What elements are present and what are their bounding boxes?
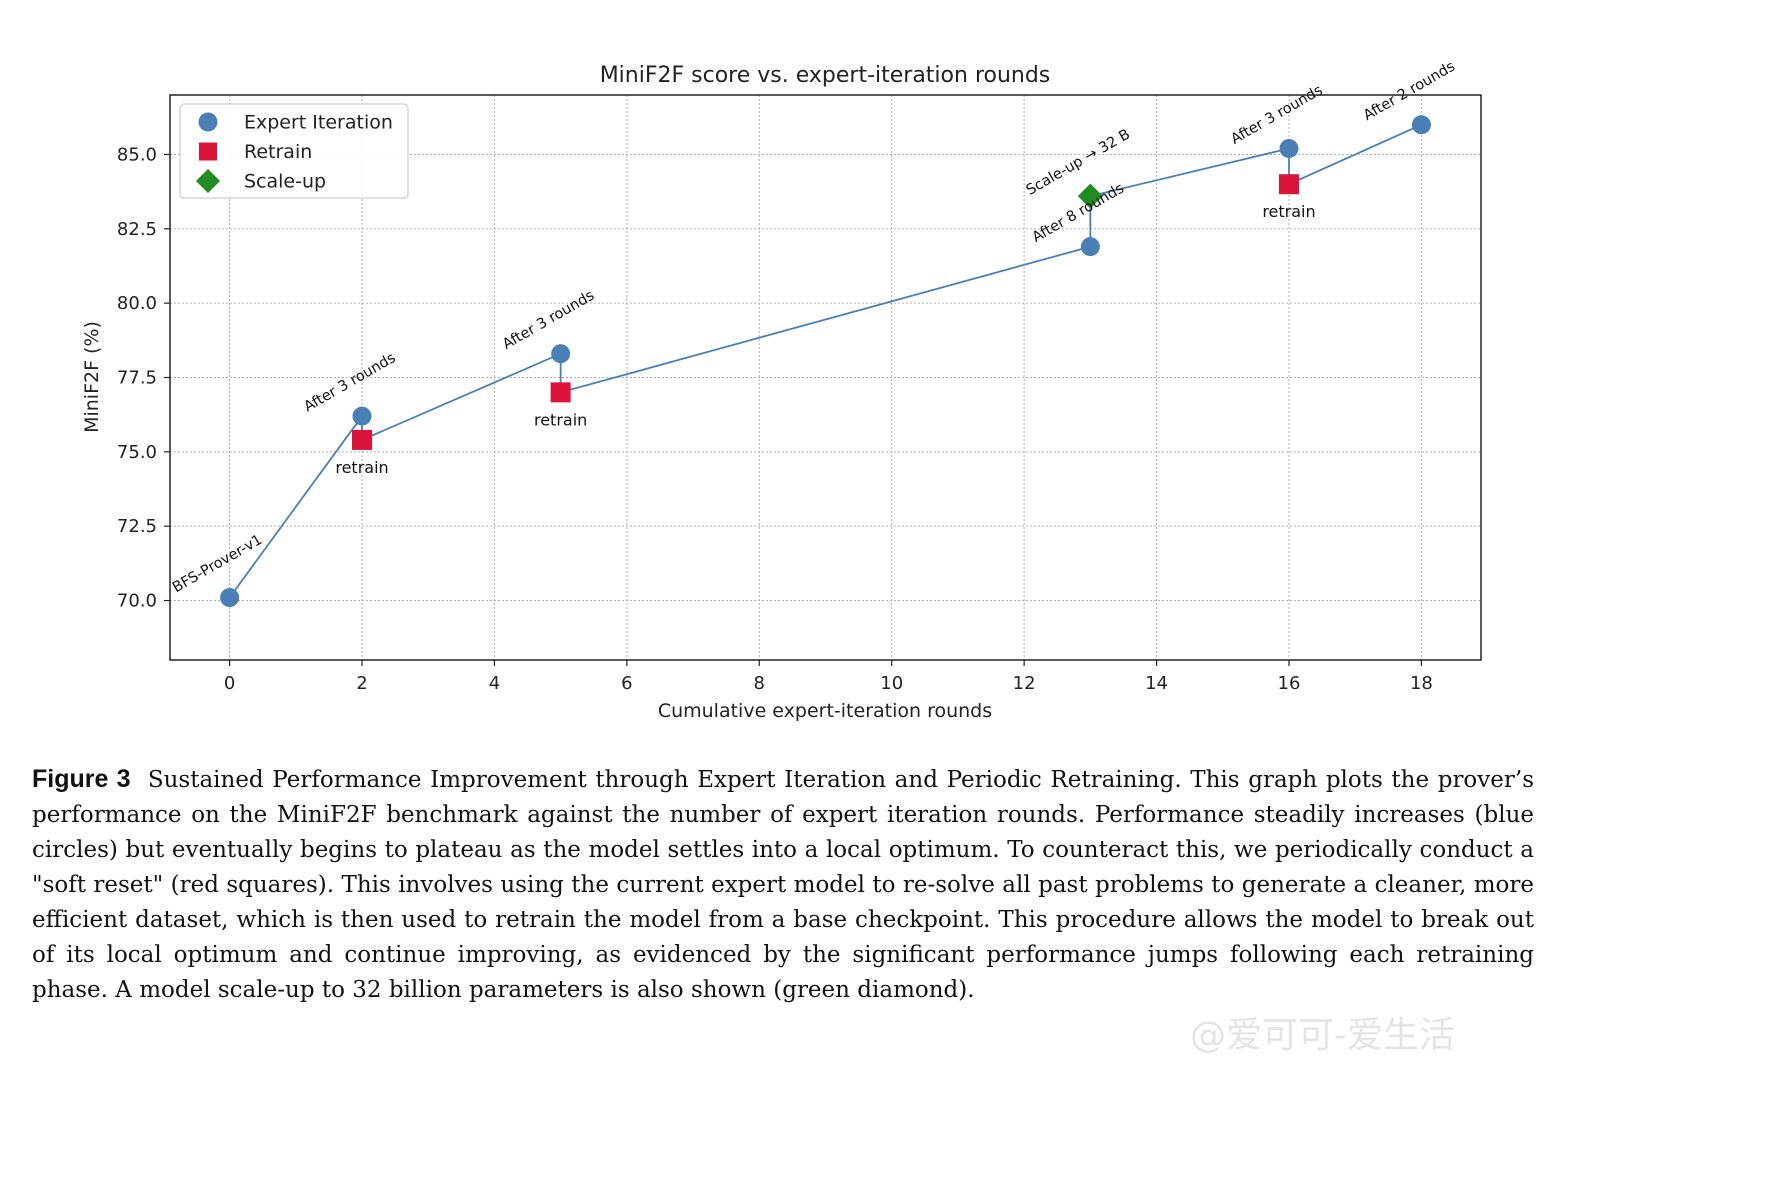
scale-up-point [196, 169, 220, 193]
chart-title: MiniF2F score vs. expert-iteration round… [600, 63, 1051, 88]
x-tick-label: 2 [356, 673, 367, 694]
x-tick-label: 8 [754, 673, 765, 694]
retrain-point [1278, 174, 1299, 195]
expert-iteration-point [220, 588, 240, 608]
y-tick-label: 77.5 [117, 368, 157, 389]
y-tick-label: 70.0 [117, 591, 157, 612]
y-ticks: 70.0 72.5 75.0 77.5 80.0 82.5 85.0 [117, 144, 170, 612]
x-tick-label: 18 [1410, 673, 1433, 694]
retrain-label: retrain [1262, 202, 1315, 221]
x-tick-label: 14 [1145, 673, 1168, 694]
legend-label: Scale-up [244, 171, 326, 193]
retrain-label: retrain [534, 410, 587, 429]
retrain-label: retrain [335, 458, 388, 477]
x-tick-label: 4 [489, 673, 500, 694]
y-tick-label: 75.0 [117, 442, 157, 463]
scale-up-point [1077, 183, 1103, 209]
annotation-label: After 3 rounds [1228, 82, 1325, 147]
expert-iteration-point [352, 406, 372, 426]
x-tick-label: 12 [1013, 673, 1036, 694]
legend-items: Expert Iteration Retrain Scale-up [196, 112, 393, 193]
legend-box [179, 103, 409, 199]
y-tick-label: 72.5 [117, 516, 157, 537]
x-tick-label: 0 [224, 673, 235, 694]
expert-iteration-point [551, 344, 571, 364]
expert-iteration-point [1411, 115, 1431, 135]
legend: Expert Iteration Retrain Scale-up [179, 103, 409, 199]
x-axis-label: Cumulative expert-iteration rounds [658, 700, 992, 722]
caption-label: Figure 3 [32, 765, 131, 793]
retrain-point [199, 142, 217, 161]
watermark: @爱可可-爱生活 [1190, 1015, 1455, 1056]
figure-caption: Figure 3 Sustained Performance Improveme… [32, 762, 1534, 1008]
x-tick-label: 6 [621, 673, 632, 694]
expert-iteration-point [1279, 139, 1299, 159]
legend-label: Expert Iteration [244, 112, 393, 134]
x-ticks: 0 2 4 6 8 10 12 14 16 18 [224, 660, 1433, 694]
y-axis-label: MiniF2F (%) [81, 321, 103, 433]
legend-label: Retrain [244, 141, 312, 163]
plot-frame [169, 94, 1482, 661]
x-tick-label: 16 [1278, 673, 1301, 694]
y-tick-label: 82.5 [117, 219, 157, 240]
annotation-label: BFS-Prover-v1 [170, 532, 265, 596]
annotation-label: After 3 rounds [301, 350, 398, 415]
chart: MiniF2F score vs. expert-iteration round… [81, 59, 1482, 722]
series-line [228, 123, 1422, 599]
annotation-label: After 3 rounds [500, 288, 597, 353]
annotation-label: After 2 rounds [1361, 59, 1458, 124]
expert-iteration-point [198, 112, 218, 132]
retrain-point [352, 429, 373, 450]
series: retrain retrain retrain [220, 115, 1431, 608]
retrain-point [550, 382, 571, 403]
y-tick-label: 85.0 [117, 144, 157, 165]
expert-iteration-point [1080, 237, 1100, 257]
y-tick-label: 80.0 [117, 293, 157, 314]
caption-text: Sustained Performance Improvement throug… [32, 767, 1534, 1003]
figure: MiniF2F score vs. expert-iteration round… [81, 59, 1482, 722]
x-tick-label: 10 [880, 673, 903, 694]
